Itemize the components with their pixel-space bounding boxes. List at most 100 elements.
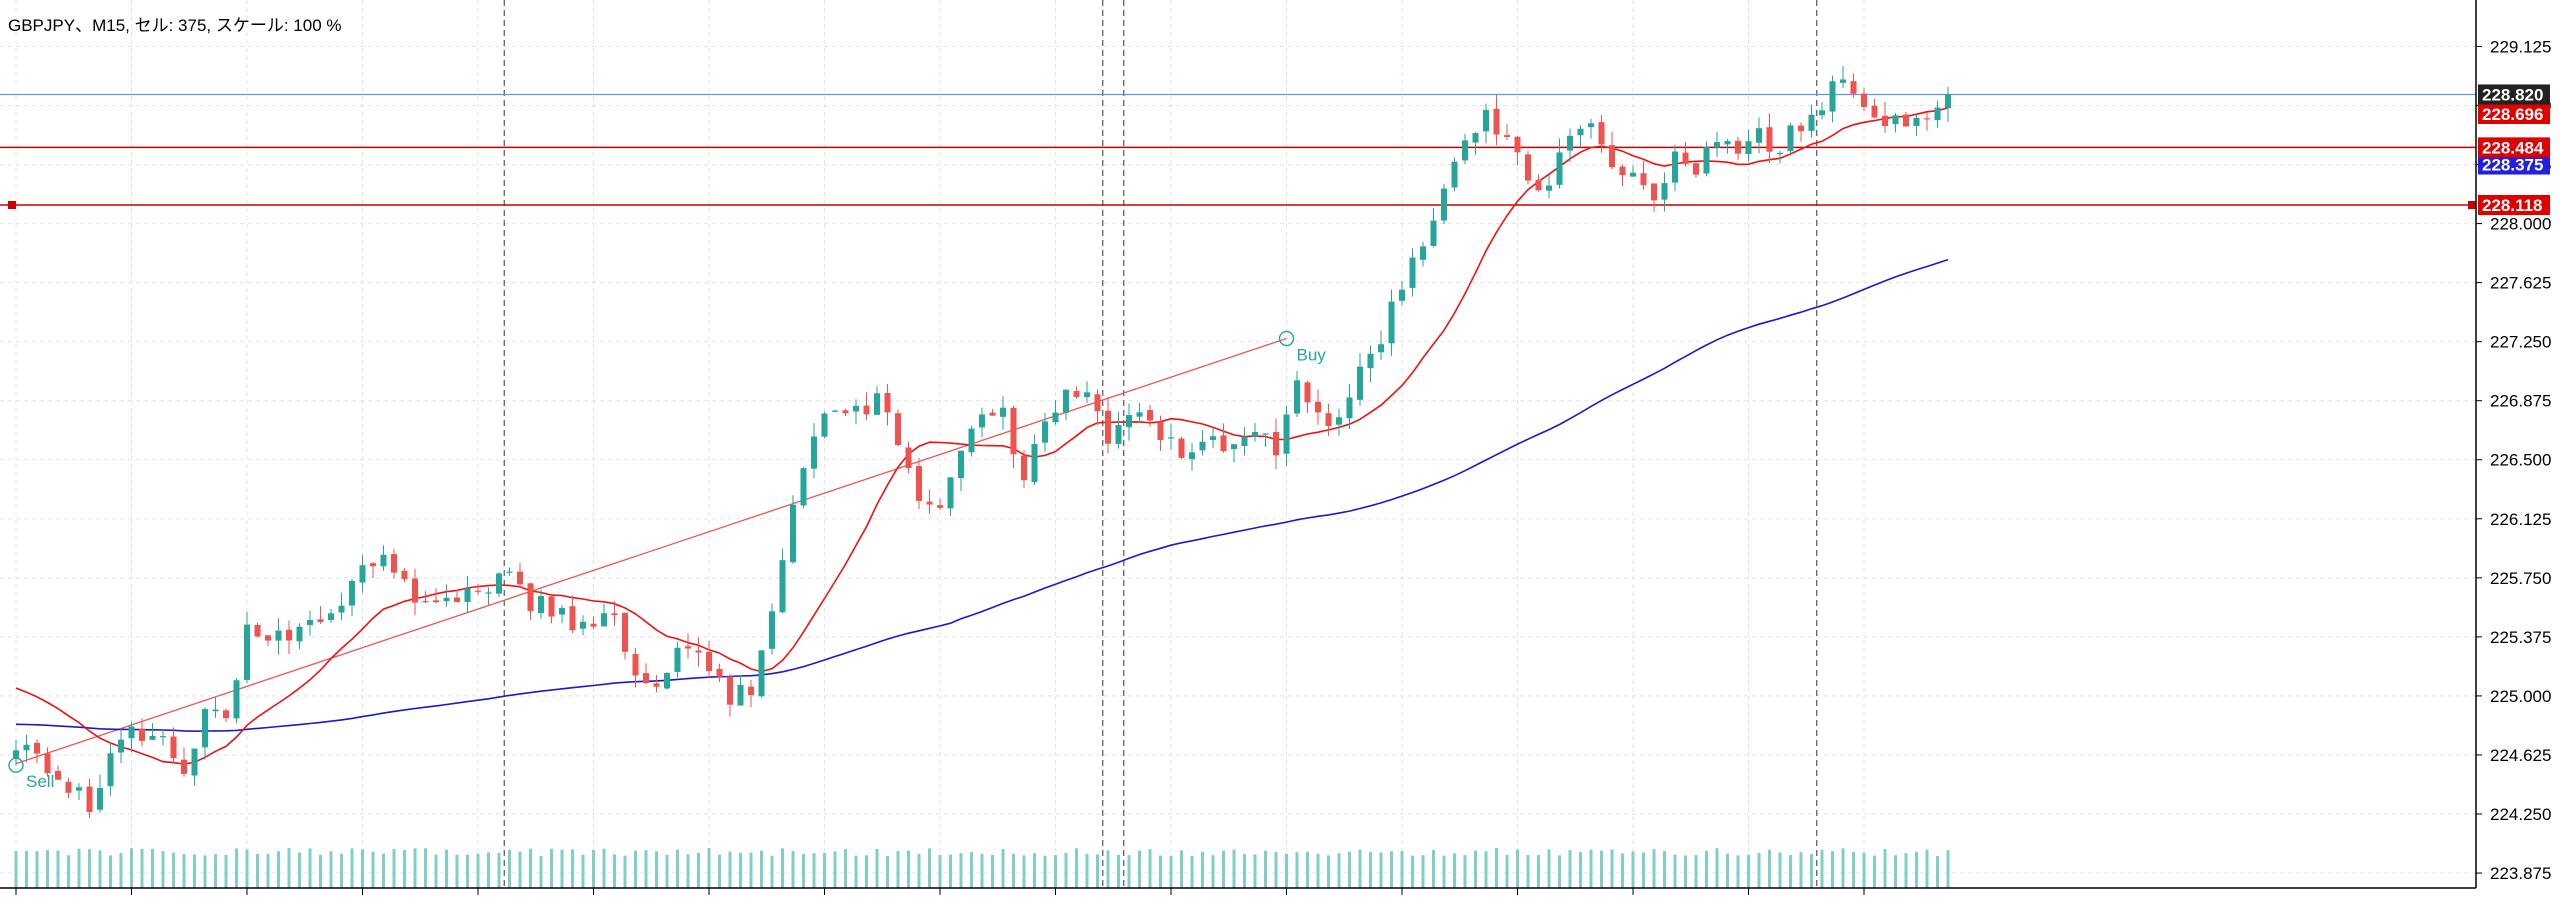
volume-bar [749, 852, 753, 888]
candle-body [1315, 401, 1321, 413]
candle-body [1357, 366, 1363, 400]
volume-bar [1390, 851, 1393, 888]
volume-bar [1568, 850, 1572, 888]
line-handle-left[interactable] [8, 200, 16, 209]
volume-bar [35, 851, 39, 888]
candle-body [485, 592, 492, 594]
volume-bar [329, 851, 333, 888]
volume-bar [949, 854, 952, 888]
candle-body [926, 501, 933, 505]
moving-average-fast [15, 107, 1949, 765]
volume-bar [109, 855, 112, 888]
volume-bar [224, 854, 228, 888]
volume-bar [529, 848, 532, 888]
candle-body [1346, 397, 1353, 419]
volume-bar [130, 848, 133, 888]
volume-bar [25, 851, 28, 888]
volume-bar [287, 848, 291, 888]
candle-body [821, 413, 828, 437]
volume-bar [1064, 852, 1068, 888]
volume-bar [203, 855, 207, 888]
volume-bar [1610, 849, 1614, 888]
volume-bar [445, 849, 448, 888]
volume-bar [319, 854, 322, 888]
volume-bar [1148, 849, 1152, 888]
volume-bar [1253, 854, 1257, 888]
candle-body [1934, 107, 1941, 121]
candle-body [1913, 117, 1920, 127]
volume-bar [1904, 853, 1908, 888]
candle-body [979, 414, 985, 428]
candle-body [475, 590, 481, 592]
candle-body [1556, 152, 1563, 185]
volume-bar [434, 854, 438, 888]
volume-bar [1484, 851, 1488, 888]
volume-bar [1862, 852, 1866, 888]
volume-bar [455, 854, 459, 888]
candle-body [517, 571, 523, 585]
volume-bar [1421, 855, 1425, 888]
trendline[interactable] [15, 337, 1287, 765]
volume-bar [1547, 849, 1551, 888]
candle-body [1682, 152, 1689, 164]
volume-bar [1789, 855, 1792, 888]
volume-bar [308, 848, 312, 888]
price-label-box [2478, 84, 2550, 105]
volume-bar [917, 853, 921, 888]
volume-bar [1232, 849, 1236, 888]
volume-bar [760, 850, 763, 888]
price-label-box [2478, 137, 2550, 158]
candle-body [706, 651, 712, 672]
candle-body [1672, 151, 1678, 183]
price-tick-label: 225.000 [2490, 687, 2551, 706]
line-handle-right[interactable] [2468, 200, 2476, 209]
candle-body [695, 650, 702, 653]
candle-body [1304, 382, 1311, 403]
volume-bar [1180, 850, 1183, 888]
candle-body [1168, 437, 1174, 439]
candle-body [496, 573, 502, 594]
candle-body [989, 412, 996, 416]
price-tick-label: 227.625 [2490, 274, 2551, 293]
price-tick-label: 229.125 [2490, 37, 2551, 56]
volume-bar [14, 851, 18, 888]
candle-body [1430, 220, 1437, 247]
candle-body [380, 554, 387, 567]
volume-bar [823, 852, 826, 888]
price-label-box [2478, 103, 2550, 124]
candle-body [1262, 433, 1269, 435]
price-tick-label: 226.500 [2490, 451, 2551, 470]
volume-bar [1505, 854, 1509, 888]
candles [13, 66, 1951, 819]
candle-body [1199, 441, 1206, 451]
price-label-228.375: 228.375 [2478, 154, 2550, 175]
candle-body [727, 676, 733, 705]
volume-bar [1715, 848, 1719, 888]
candle-body [76, 787, 82, 791]
candle-body [1210, 436, 1216, 441]
volume-bar [1190, 855, 1194, 888]
volume-bar [1306, 851, 1309, 888]
horizontal-lines[interactable] [0, 93, 2476, 209]
candle-body [559, 608, 565, 615]
candle-body [611, 613, 618, 616]
candle-body [1714, 142, 1720, 148]
volume-bar [1411, 855, 1414, 888]
candle-body [506, 571, 513, 573]
candle-body [1819, 110, 1825, 116]
candle-body [1336, 417, 1342, 425]
candle-body [1777, 152, 1783, 155]
volume-bars [14, 848, 1950, 888]
volume-bar [739, 852, 742, 888]
volume-bar [623, 855, 627, 888]
candle-body [170, 736, 177, 759]
candle-body [1000, 407, 1006, 417]
candle-body [1756, 128, 1762, 143]
candle-body [44, 753, 51, 774]
candle-body [1283, 414, 1290, 454]
trendline-layer[interactable] [15, 337, 1287, 765]
volume-bar [1873, 855, 1876, 888]
